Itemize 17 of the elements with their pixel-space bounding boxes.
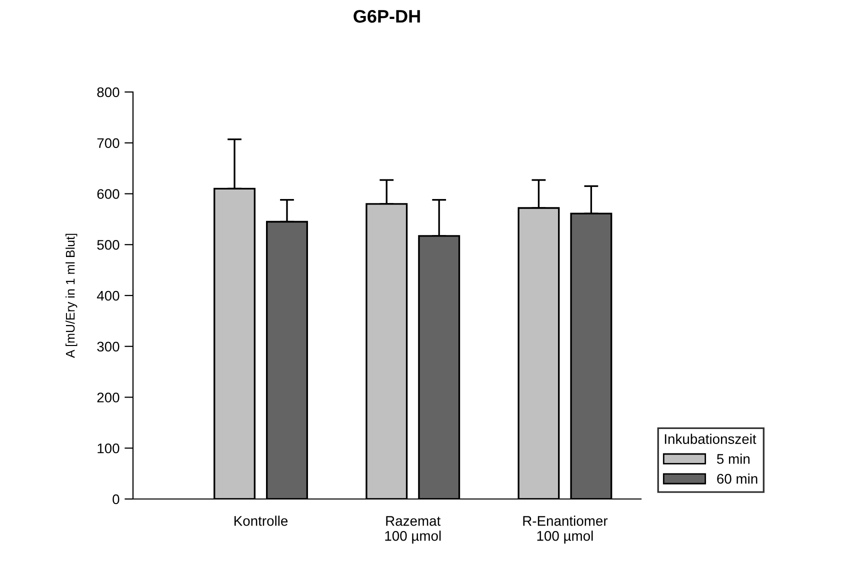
y-tick-label: 200 xyxy=(97,392,120,402)
x-tick-label: R-Enantiomer 100 µmol xyxy=(523,516,608,544)
y-tick-label: 800 xyxy=(97,87,120,98)
y-tick-label: 500 xyxy=(97,240,120,250)
legend-title: Inkubationszeit xyxy=(664,434,756,444)
chart-title: G6P-DH xyxy=(354,10,420,23)
y-tick-label: 0 xyxy=(112,494,120,504)
y-tick-label: 700 xyxy=(97,138,120,148)
x-tick-label: Kontrolle xyxy=(234,516,288,526)
y-axis-title: A [mU/Ery in 1 ml Blut] xyxy=(66,234,78,358)
y-tick-label: 100 xyxy=(98,443,120,454)
legend-label: 5 min xyxy=(716,454,750,464)
y-tick-label: 400 xyxy=(96,290,120,301)
y-tick-label: 600 xyxy=(97,189,120,199)
legend-label: 60 min xyxy=(717,474,758,484)
y-tick-label: 300 xyxy=(97,342,120,352)
x-tick-label: Razemat 100 µmol xyxy=(385,516,441,544)
